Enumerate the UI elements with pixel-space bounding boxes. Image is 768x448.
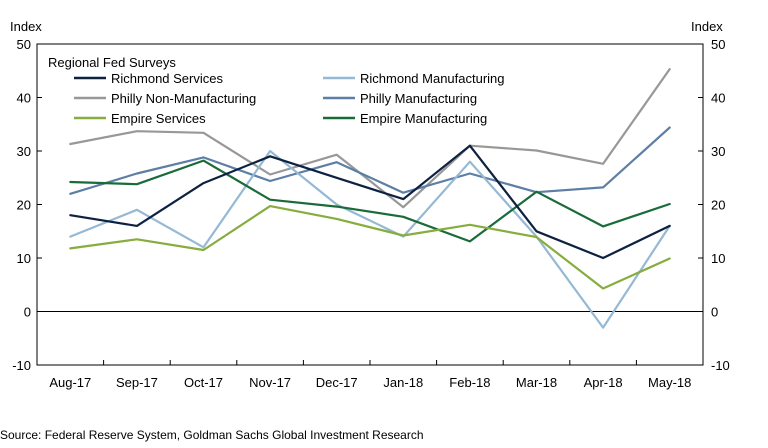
y-tick-label-left: 30 xyxy=(17,144,31,159)
line-chart: -10 -10 0 0 10 10 20 20 30 30 40 40 50 50 Aug-17 Sep-17… xyxy=(10,19,730,390)
y-tick-label-right: -10 xyxy=(711,358,730,373)
x-tick-label: Sep-17 xyxy=(116,375,158,390)
y-tick-label-right: 0 xyxy=(711,305,718,320)
y-tick-label-left: -10 xyxy=(12,358,31,373)
y-tick-label-right: 30 xyxy=(711,144,725,159)
legend-title: Regional Fed Surveys xyxy=(48,55,176,70)
y-tick-label-right: 20 xyxy=(711,198,725,213)
x-tick-label: Apr-18 xyxy=(584,375,623,390)
series-line-richmond-services xyxy=(69,144,671,260)
source-note: Source: Federal Reserve System, Goldman … xyxy=(0,428,424,442)
x-tick-label: Jan-18 xyxy=(383,375,423,390)
y-tick-label-right: 10 xyxy=(711,251,725,266)
series-line-empire-manufacturing xyxy=(69,159,671,243)
series-line-richmond-manufacturing xyxy=(69,149,671,329)
x-tick-label: Nov-17 xyxy=(249,375,291,390)
x-tick-label: Feb-18 xyxy=(449,375,490,390)
legend-label-philly-manufacturing: Philly Manufacturing xyxy=(360,91,477,106)
series-line-philly-manufacturing xyxy=(69,126,671,195)
x-tick-label: May-18 xyxy=(648,375,691,390)
y-tick-label-left: 20 xyxy=(17,198,31,213)
legend-label-empire-services: Empire Services xyxy=(111,111,206,126)
legend: Regional Fed Surveys Richmond Services Ri… xyxy=(48,55,505,126)
series-line-empire-services xyxy=(69,205,671,290)
legend-label-empire-manufacturing: Empire Manufacturing xyxy=(360,111,487,126)
y-axis-unit-left: Index xyxy=(10,19,42,34)
y-tick-label-right: 40 xyxy=(711,91,725,106)
x-tick-label: Oct-17 xyxy=(184,375,223,390)
legend-label-richmond-manufacturing: Richmond Manufacturing xyxy=(360,71,505,86)
x-tick-label: Aug-17 xyxy=(49,375,91,390)
y-tick-label-left: 50 xyxy=(17,37,31,52)
x-tick-label: Mar-18 xyxy=(516,375,557,390)
series-line-philly-non-manufacturing xyxy=(69,67,671,209)
axes: -10 -10 0 0 10 10 20 20 30 30 40 40 50 50 Aug-17 Sep-17… xyxy=(12,37,730,390)
legend-label-philly-non-manufacturing: Philly Non-Manufacturing xyxy=(111,91,256,106)
x-tick-label: Dec-17 xyxy=(316,375,358,390)
y-tick-label-left: 10 xyxy=(17,251,31,266)
series-lines xyxy=(69,67,671,329)
y-axis-unit-right: Index xyxy=(691,19,723,34)
legend-label-richmond-services: Richmond Services xyxy=(111,71,223,86)
y-tick-label-left: 40 xyxy=(17,91,31,106)
y-tick-label-right: 50 xyxy=(711,37,725,52)
y-tick-label-left: 0 xyxy=(24,305,31,320)
